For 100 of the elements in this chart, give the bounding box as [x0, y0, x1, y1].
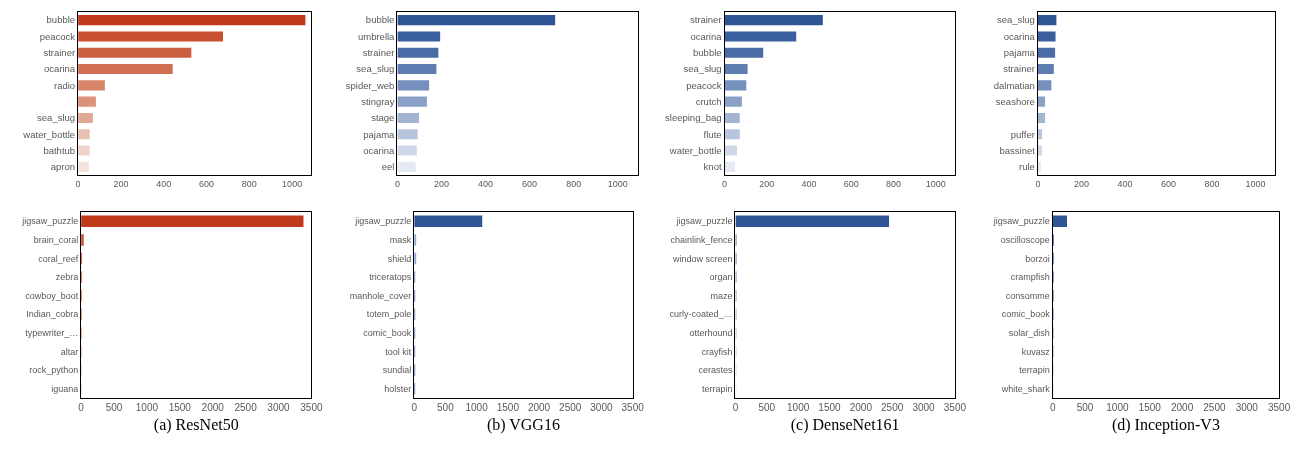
x-tick-label: 3500 [1267, 402, 1291, 414]
x-tick-label: 800 [566, 178, 582, 189]
y-tick-label: eel [381, 161, 395, 173]
y-tick-label: zebra [55, 272, 79, 283]
y-tick-label: jigsaw_puzzle [675, 216, 733, 227]
x-tick-label: 3000 [912, 402, 936, 414]
y-tick-label: peacock [39, 30, 76, 42]
x-tick-label: 2500 [559, 402, 582, 414]
x-tick-label: 600 [1160, 178, 1177, 189]
x-axis-title: (a) ResNet50 [153, 415, 239, 434]
x-tick-label: 0 [1035, 178, 1041, 189]
y-tick-label: strainer [362, 47, 395, 59]
y-tick-label: comic_book [1001, 309, 1051, 320]
x-tick-label: 3500 [300, 402, 323, 414]
x-tick-label: 200 [759, 178, 775, 189]
y-tick-label: puffer [1010, 128, 1035, 140]
x-axis-title: (b) VGG16 [486, 415, 560, 434]
x-tick-label: 600 [522, 178, 538, 189]
y-tick-label: rule [1019, 161, 1035, 173]
y-tick-label: typewriter_… [25, 328, 79, 339]
y-tick-label: crutch [695, 95, 722, 107]
y-tick-label: knot [703, 161, 722, 173]
y-tick-label: stage [371, 112, 395, 124]
y-tick-label: apron [50, 161, 76, 173]
x-tick-label: 0 [732, 402, 739, 414]
y-tick-label: terrapin [1019, 365, 1050, 376]
x-tick-label: 1000 [925, 178, 946, 189]
y-tick-label: solar_dish [1008, 328, 1050, 339]
y-tick-label: sea_slug [996, 14, 1035, 26]
x-tick-label: 400 [801, 178, 817, 189]
y-tick-label: flute [703, 128, 722, 140]
y-tick-label: crayfish [701, 346, 733, 357]
x-tick-label: 3000 [1235, 402, 1259, 414]
x-tick-label: 500 [758, 402, 776, 414]
x-tick-label: 1000 [465, 402, 489, 414]
x-tick-label: 200 [113, 178, 129, 189]
x-tick-label: 1500 [168, 402, 192, 414]
x-tick-label: 200 [433, 178, 449, 189]
x-tick-label: 0 [394, 178, 400, 189]
y-tick-label: white_shark [1000, 383, 1051, 394]
y-tick-label: triceratops [369, 272, 412, 283]
x-tick-label: 2000 [201, 402, 225, 414]
y-tick-label: radio [54, 79, 76, 91]
x-tick-label: 1000 [135, 402, 159, 414]
y-tick-label: curly-coated_… [669, 309, 733, 320]
x-tick-label: 1000 [1245, 178, 1266, 189]
x-tick-label: 2500 [1203, 402, 1226, 414]
x-tick-label: 400 [1117, 178, 1133, 189]
y-tick-label: crampfish [1010, 272, 1050, 283]
x-tick-label: 500 [437, 402, 455, 414]
y-tick-label: mask [389, 235, 412, 246]
y-tick-label: oscilloscope [1000, 235, 1050, 246]
y-tick-label: strainer [43, 47, 76, 59]
y-tick-label: ocarina [43, 63, 76, 75]
x-tick-label: 2000 [849, 402, 873, 414]
x-tick-label: 1000 [787, 402, 810, 414]
y-tick-label: water_bottle [668, 144, 722, 156]
y-tick-label: otterhound [689, 328, 733, 339]
y-tick-label: peacock [686, 79, 722, 91]
x-tick-label: 2000 [527, 402, 551, 414]
y-tick-label: water_bottle [22, 128, 76, 140]
x-tick-label: 500 [105, 402, 123, 414]
x-tick-label: 1000 [282, 178, 303, 189]
y-tick-label: kuvasz [1021, 346, 1051, 357]
y-tick-label: maze [710, 290, 733, 301]
y-tick-label: organ [709, 272, 733, 283]
y-tick-label: bubble [365, 14, 395, 26]
y-tick-label: sleeping_bag [665, 112, 722, 124]
x-tick-label: 3000 [590, 402, 613, 414]
x-axis-title: (d) Inception-V3 [1111, 415, 1220, 434]
y-tick-label: consomme [1005, 290, 1050, 301]
y-tick-label: ocarina [690, 30, 723, 42]
y-tick-label: chainlink_fence [670, 235, 733, 246]
x-tick-label: 2000 [1170, 402, 1194, 414]
x-tick-label: 1500 [1138, 402, 1162, 414]
y-tick-label: cerastes [698, 365, 734, 376]
y-tick-label: pajama [1003, 47, 1036, 59]
y-tick-label: shield [387, 253, 412, 264]
x-tick-label: 800 [241, 178, 257, 189]
y-tick-label: ocarina [1003, 30, 1036, 42]
x-tick-label: 1000 [607, 178, 628, 189]
y-tick-label: rock_python [29, 365, 79, 376]
x-tick-label: 600 [843, 178, 859, 189]
y-tick-label: manhole_cover [349, 290, 412, 301]
x-tick-label: 1500 [818, 402, 842, 414]
x-tick-label: 400 [478, 178, 494, 189]
y-tick-label: sea_slug [683, 63, 722, 75]
y-tick-label: jigsaw_puzzle [354, 216, 412, 227]
x-tick-label: 600 [199, 178, 215, 189]
x-tick-label: 0 [1049, 402, 1056, 414]
y-tick-label: strainer [1003, 63, 1035, 75]
y-tick-label: cowboy_boot [25, 290, 79, 301]
x-tick-label: 1000 [1106, 402, 1129, 414]
y-tick-label: totem_pole [366, 309, 412, 320]
x-tick-label: 500 [1076, 402, 1094, 414]
y-tick-label: sea_slug [37, 112, 76, 124]
y-tick-label: bubble [693, 47, 722, 59]
x-axis-title: (c) DenseNet161 [790, 415, 900, 434]
x-tick-label: 3000 [267, 402, 291, 414]
y-tick-label: tool kit [385, 346, 412, 357]
